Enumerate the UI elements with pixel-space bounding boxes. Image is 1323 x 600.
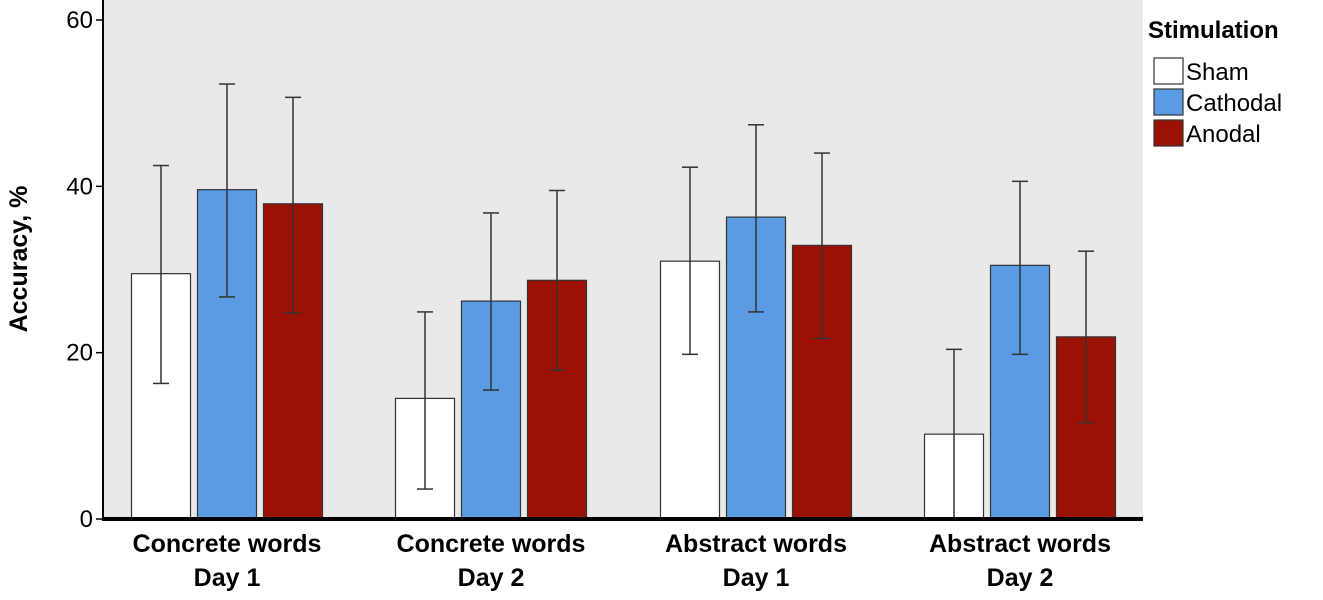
y-tick-label: 0 xyxy=(80,506,93,533)
legend-label-cathodal: Cathodal xyxy=(1186,90,1282,117)
x-category-label-line: Day 1 xyxy=(194,564,261,592)
legend-label-anodal: Anodal xyxy=(1186,121,1261,148)
x-category-label-line: Concrete words xyxy=(397,530,586,558)
y-tick-label: 20 xyxy=(66,340,93,367)
x-category-label: Concrete words Day 1 xyxy=(133,530,322,592)
legend-swatch-cathodal xyxy=(1153,88,1184,116)
x-category-label-line: Abstract words xyxy=(929,530,1111,558)
plot-background xyxy=(103,0,1143,518)
x-category-label-line: Concrete words xyxy=(133,530,322,558)
x-category-label: Concrete words Day 2 xyxy=(397,530,586,592)
legend-swatch-anodal xyxy=(1153,119,1184,147)
legend-title: Stimulation xyxy=(1148,17,1279,44)
y-axis-title: Accuracy, % xyxy=(5,186,33,333)
legend: Stimulation Sham Cathodal Anodal xyxy=(1148,17,1282,148)
x-category-label-line: Abstract words xyxy=(665,530,847,558)
x-category-label: Abstract words Day 1 xyxy=(665,530,847,592)
legend-label-sham: Sham xyxy=(1186,59,1249,86)
error-bars-layer xyxy=(153,83,1094,520)
y-ticks-layer: 0 20 40 60 xyxy=(66,7,103,533)
x-category-label-line: Day 2 xyxy=(458,564,525,592)
y-tick-label: 40 xyxy=(66,173,93,200)
y-tick-label: 60 xyxy=(66,7,93,34)
x-category-label: Abstract words Day 2 xyxy=(929,530,1111,592)
x-category-label-line: Day 1 xyxy=(723,564,790,592)
x-category-label-line: Day 2 xyxy=(987,564,1054,592)
legend-swatch-sham xyxy=(1153,57,1184,85)
